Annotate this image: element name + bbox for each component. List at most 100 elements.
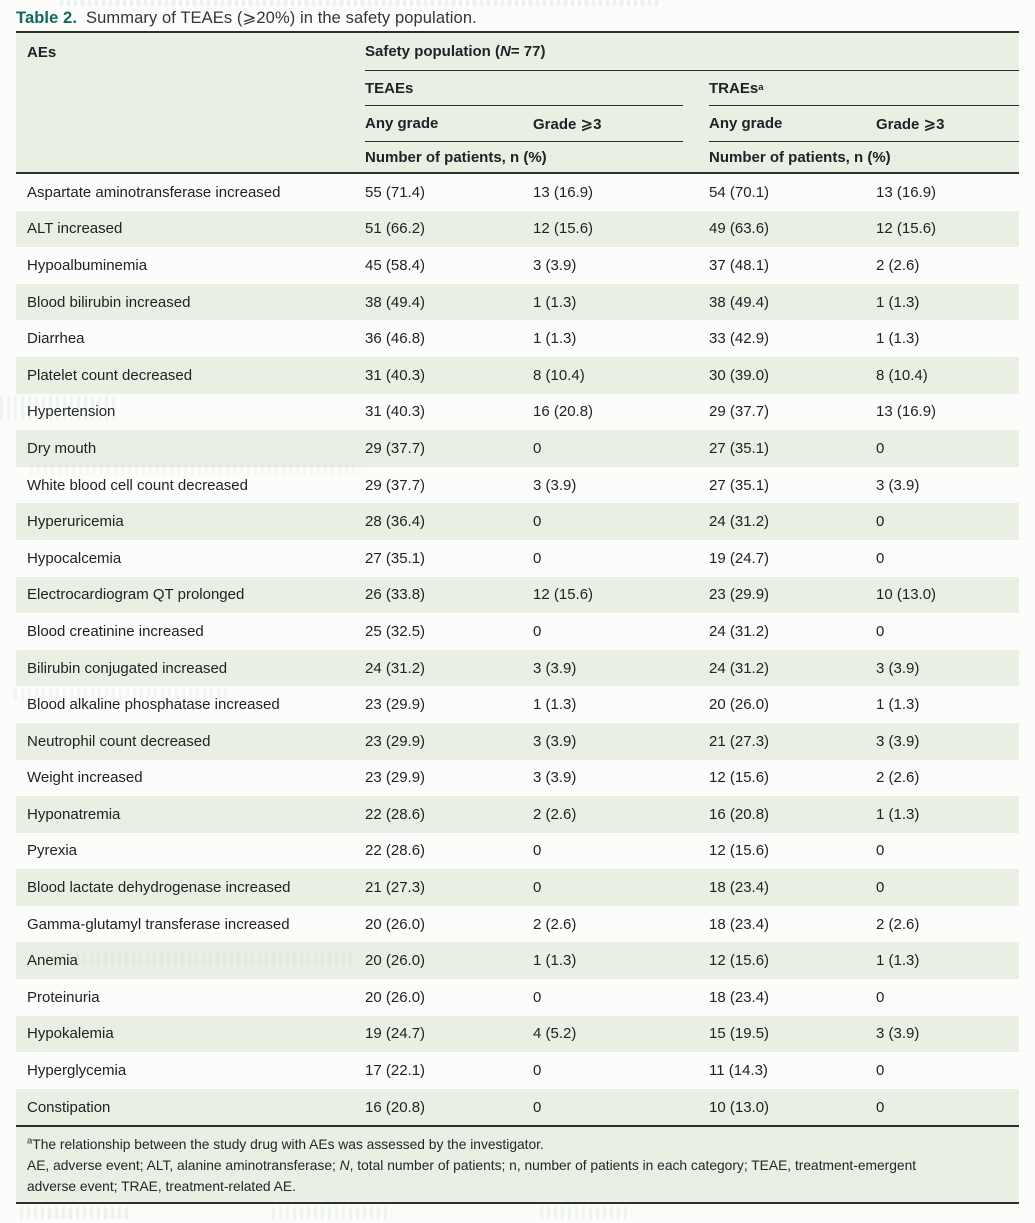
trae-any-grade-cell: 33 (42.9) — [709, 330, 770, 348]
trae-grade3-cell: 12 (15.6) — [876, 220, 937, 238]
teae-any-grade-cell: 23 (29.9) — [365, 732, 426, 750]
trae-grade3-cell: 2 (2.6) — [876, 769, 920, 787]
teae-any-grade-cell: 36 (46.8) — [365, 330, 426, 348]
table-row: Neutrophil count decreased 23 (29.9) 3 (… — [16, 722, 1019, 760]
table-header: AEs Safety population (N = 77) TEAEs TRAE… — [16, 33, 1019, 174]
table-row: Hyponatremia 22 (28.6) 2 (2.6) 16 (20.8)… — [16, 796, 1019, 833]
teae-grade3-cell: 13 (16.9) — [533, 183, 594, 201]
trae-grade3-cell: 0 — [876, 513, 885, 531]
table-row: Diarrhea 36 (46.8) 1 (1.3) 33 (42.9) 1 (… — [16, 320, 1019, 357]
teae-any-grade-cell: 20 (26.0) — [365, 988, 426, 1006]
table-row: Blood alkaline phosphatase increased 23 … — [16, 686, 1019, 723]
footnote-a-marker: a — [27, 1135, 33, 1147]
header-row-groups: TEAEs TRAEs a — [16, 71, 1019, 106]
table-row: Blood lactate dehydrogenase increased 21… — [16, 869, 1019, 906]
ae-name-cell: Hyperuricemia — [27, 513, 124, 531]
teae-any-grade-cell: 29 (37.7) — [365, 476, 426, 494]
trae-grade3-cell: 1 (1.3) — [876, 952, 920, 970]
teaes-group-header: TEAEs — [365, 71, 683, 106]
teae-any-grade-cell: 23 (29.9) — [365, 696, 426, 714]
trae-any-grade-cell: 18 (23.4) — [709, 879, 770, 897]
footnote-abbreviations: AE, adverse event; ALT, alanine aminotra… — [27, 1155, 1009, 1197]
trae-any-grade-cell: 49 (63.6) — [709, 220, 770, 238]
ae-name-cell: Dry mouth — [27, 439, 97, 457]
teae-grade3-cell: 8 (10.4) — [533, 366, 585, 384]
table-row: White blood cell count decreased 29 (37.… — [16, 467, 1019, 504]
teae-grade3-cell: 1 (1.3) — [533, 293, 577, 311]
table-row: Hyperglycemia 17 (22.1) 0 11 (14.3) 0 — [16, 1052, 1019, 1089]
trae-grade3-cell: 3 (3.9) — [876, 1025, 920, 1043]
table-caption-label: Table 2. — [16, 9, 78, 27]
teae-grade3-cell: 3 (3.9) — [533, 476, 577, 494]
teae-any-grade-cell: 51 (66.2) — [365, 220, 426, 238]
trae-grade3-cell: 1 (1.3) — [876, 330, 920, 348]
trae-any-grade-cell: 21 (27.3) — [709, 732, 770, 750]
trae-grade3-cell: 0 — [876, 988, 885, 1006]
table-row: Pyrexia 22 (28.6) 0 12 (15.6) 0 — [16, 833, 1019, 870]
table-caption: Table 2. Summary of TEAEs (⩾20%) in the s… — [16, 8, 477, 28]
teae-any-grade-cell: 28 (36.4) — [365, 513, 426, 531]
trae-grade3-cell: 1 (1.3) — [876, 696, 920, 714]
table-row: Bilirubin conjugated increased 24 (31.2)… — [16, 649, 1019, 687]
trae-grade3-cell: 0 — [876, 622, 885, 640]
teae-any-grade-cell: 29 (37.7) — [365, 439, 426, 457]
teae-grade3-cell: 3 (3.9) — [533, 659, 577, 677]
trae-any-grade-cell: 30 (39.0) — [709, 366, 770, 384]
teae-any-grade-cell: 20 (26.0) — [365, 915, 426, 933]
table-body: Aspartate aminotransferase increased 55 … — [16, 174, 1019, 1126]
ae-name-cell: Blood creatinine increased — [27, 622, 204, 640]
teae-any-grade-cell: 19 (24.7) — [365, 1025, 426, 1043]
table-row: Hypokalemia 19 (24.7) 4 (5.2) 15 (19.5) … — [16, 1015, 1019, 1053]
table-row: ALT increased 51 (66.2) 12 (15.6) 49 (63… — [16, 210, 1019, 248]
header-row-subheader: Number of patients, n (%) Number of pati… — [16, 142, 1019, 172]
teae-grade3-cell: 0 — [533, 879, 542, 897]
number-of-patients-right: Number of patients, n (%) — [709, 148, 891, 166]
trae-any-grade-cell: 23 (29.9) — [709, 586, 770, 604]
trae-grade3-cell: 0 — [876, 1062, 885, 1080]
traes-group-header: TRAEs a — [709, 71, 1019, 106]
teae-grade3-cell: 0 — [533, 622, 542, 640]
teae-any-grade-cell: 31 (40.3) — [365, 403, 426, 421]
teae-any-grade-cell: 24 (31.2) — [365, 659, 426, 677]
trae-grade3-cell: 13 (16.9) — [876, 403, 937, 421]
ae-name-cell: Constipation — [27, 1098, 111, 1116]
trae-any-grade-cell: 24 (31.2) — [709, 513, 770, 531]
trae-any-grade-cell: 18 (23.4) — [709, 988, 770, 1006]
ae-name-cell: ALT increased — [27, 220, 123, 238]
table-row: Anemia 20 (26.0) 1 (1.3) 12 (15.6) 1 (1.… — [16, 942, 1019, 980]
abbrev-part1: AE, adverse event; ALT, alanine aminotra… — [27, 1158, 340, 1174]
abbrev-n-italic: N — [339, 1158, 350, 1174]
header-row-grades: Any grade Grade ⩾3 Any grade Grade ⩾3 — [16, 106, 1019, 142]
ae-name-cell: Hyperglycemia — [27, 1062, 127, 1080]
teae-any-grade-cell: 22 (28.6) — [365, 842, 426, 860]
teae-grade3-cell: 0 — [533, 1098, 542, 1116]
teae-grade3-cell: 3 (3.9) — [533, 256, 577, 274]
traes-grade-headers: Any grade Grade ⩾3 — [709, 106, 1019, 142]
trae-grade3-cell: 13 (16.9) — [876, 183, 937, 201]
trae-any-grade-cell: 29 (37.7) — [709, 403, 770, 421]
ae-name-cell: Anemia — [27, 952, 78, 970]
teae-grade3-cell: 12 (15.6) — [533, 220, 594, 238]
trae-any-grade-cell: 24 (31.2) — [709, 622, 770, 640]
ae-name-cell: Hypocalcemia — [27, 549, 122, 567]
trae-grade3-header: Grade ⩾3 — [876, 115, 945, 133]
ae-name-cell: Gamma-glutamyl transferase increased — [27, 915, 290, 933]
aes-column-header: AEs — [27, 43, 57, 61]
trae-any-grade-cell: 12 (15.6) — [709, 842, 770, 860]
teae-any-grade-cell: 22 (28.6) — [365, 805, 426, 823]
teae-any-grade-cell: 16 (20.8) — [365, 1098, 426, 1116]
teae-grade3-cell: 12 (15.6) — [533, 586, 594, 604]
trae-grade3-cell: 3 (3.9) — [876, 659, 920, 677]
ae-name-cell: Blood bilirubin increased — [27, 293, 191, 311]
trae-grade3-cell: 0 — [876, 549, 885, 567]
header-spacer — [16, 106, 365, 142]
table-row: Hypocalcemia 27 (35.1) 0 19 (24.7) 0 — [16, 540, 1019, 577]
teae-grade3-cell: 16 (20.8) — [533, 403, 594, 421]
abbrev-part3: adverse event; TRAE, treatment-related A… — [27, 1179, 296, 1195]
trae-any-grade-cell: 18 (23.4) — [709, 915, 770, 933]
trae-any-grade-cell: 16 (20.8) — [709, 805, 770, 823]
teae-any-grade-cell: 21 (27.3) — [365, 879, 426, 897]
ae-name-cell: Aspartate aminotransferase increased — [27, 183, 281, 201]
trae-any-grade-header: Any grade — [709, 115, 783, 132]
